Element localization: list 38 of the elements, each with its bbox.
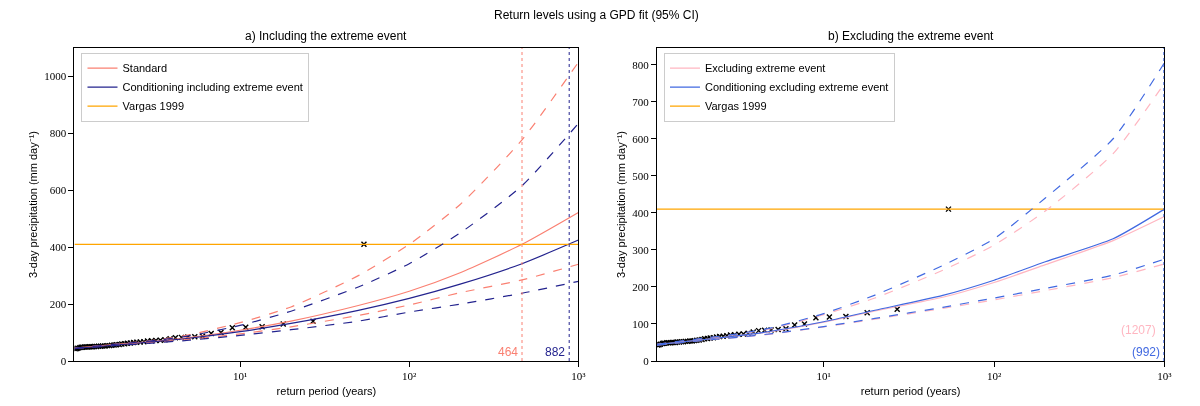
y-tick-label: 800 bbox=[632, 58, 650, 71]
legend-label: Vargas 1999 bbox=[704, 100, 767, 113]
x-axis-title: return period (years) bbox=[276, 385, 377, 398]
y-tick-label: 100 bbox=[632, 317, 650, 330]
legend-label: Conditioning including extreme event bbox=[122, 81, 303, 94]
ref-line-label: 882 bbox=[545, 345, 566, 359]
x-tick-label: 10³ bbox=[1157, 370, 1173, 383]
y-tick-label: 200 bbox=[632, 280, 650, 293]
legend-label: Standard bbox=[122, 62, 168, 75]
legend-label: Excluding extreme event bbox=[704, 62, 826, 75]
x-tick-label: 10² bbox=[986, 370, 1002, 383]
legend-label: Conditioning excluding extreme event bbox=[704, 81, 889, 94]
y-tick-label: 500 bbox=[632, 169, 650, 182]
y-axis-title: 3-day precipitation (mm day⁻¹) bbox=[614, 130, 627, 279]
annotation: (1207) bbox=[1121, 323, 1156, 337]
ref-line-label: (992) bbox=[1132, 345, 1161, 359]
y-tick-label: 600 bbox=[632, 132, 650, 145]
y-tick-label: 0 bbox=[60, 354, 67, 367]
x-tick-label: 10¹ bbox=[816, 370, 831, 383]
y-tick-label: 1000 bbox=[44, 70, 67, 83]
x-axis-title: return period (years) bbox=[860, 385, 961, 398]
x-tick-label: 10² bbox=[402, 370, 418, 383]
text: Return levels using a GPD fit (95% CI) bbox=[494, 8, 699, 22]
x-tick-label: 10¹ bbox=[232, 370, 248, 383]
y-tick-label: 800 bbox=[49, 127, 67, 140]
legend-label: Vargas 1999 bbox=[122, 100, 185, 113]
ref-line-label: 464 bbox=[498, 345, 519, 359]
y-tick-label: 300 bbox=[632, 243, 650, 256]
y-tick-label: 400 bbox=[49, 241, 67, 254]
y-tick-label: 400 bbox=[632, 206, 650, 219]
chart-title: b) Excluding the extreme event bbox=[828, 29, 995, 43]
y-tick-label: 600 bbox=[49, 184, 67, 197]
y-axis-title: 3-day precipitation (mm day⁻¹) bbox=[26, 130, 39, 279]
y-tick-label: 0 bbox=[643, 354, 650, 367]
chart-title: a) Including the extreme event bbox=[245, 29, 408, 43]
y-tick-label: 200 bbox=[49, 297, 67, 310]
y-tick-label: 700 bbox=[632, 95, 650, 108]
x-tick-label: 10³ bbox=[571, 370, 587, 383]
